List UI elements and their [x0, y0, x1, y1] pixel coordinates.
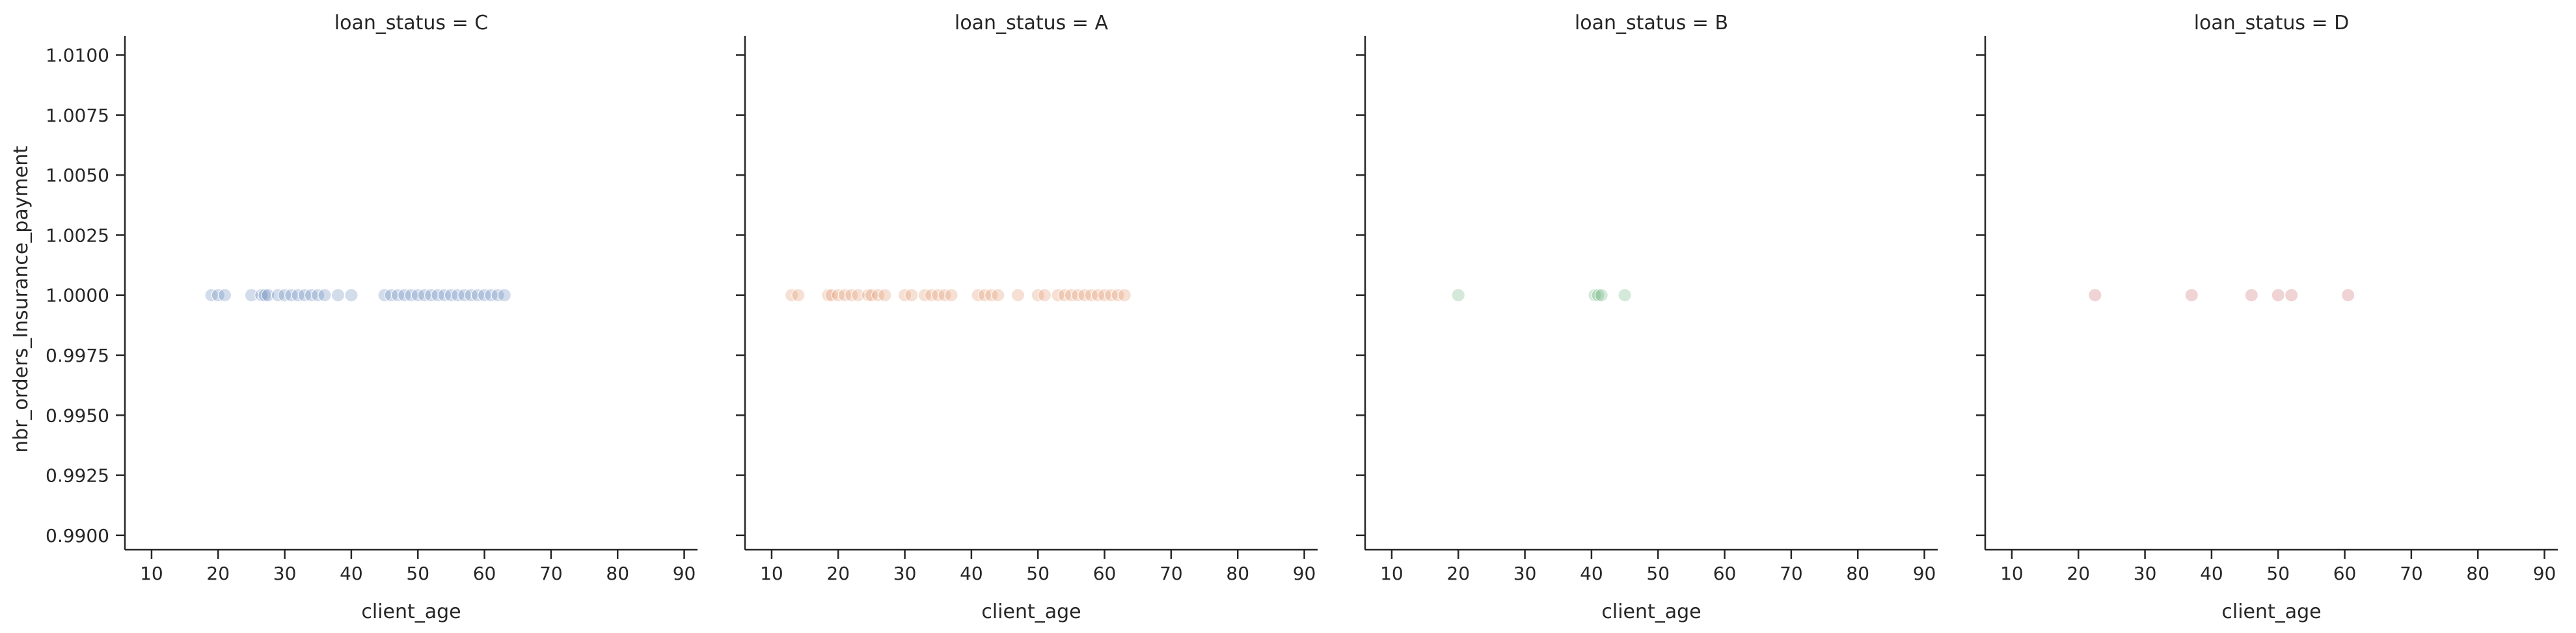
scatter-point [1117, 288, 1132, 303]
x-tick-label: 10 [760, 563, 783, 584]
x-axis-label: client_age [361, 600, 461, 623]
scatter-point [2244, 288, 2258, 303]
scatter-point [331, 288, 345, 303]
scatter-point [2184, 288, 2199, 303]
x-tick-label: 30 [273, 563, 297, 584]
x-tick-label: 60 [2333, 563, 2357, 584]
y-axis-label: nbr_orders_Insurance_payment [10, 146, 33, 453]
x-tick-label: 60 [1713, 563, 1737, 584]
x-tick-label: 70 [539, 563, 563, 584]
x-tick-label: 60 [473, 563, 496, 584]
x-tick-label: 60 [1093, 563, 1117, 584]
x-tick-label: 90 [1913, 563, 1936, 584]
panel-title: loan_status = A [955, 12, 1108, 34]
x-axis-label: client_age [981, 600, 1081, 623]
x-tick-label: 50 [406, 563, 429, 584]
x-tick-label: 20 [826, 563, 850, 584]
y-tick-label: 0.9950 [46, 405, 109, 426]
x-tick-label: 80 [606, 563, 629, 584]
x-tick-label: 40 [1580, 563, 1603, 584]
y-tick-label: 0.9975 [46, 345, 109, 366]
x-tick-label: 10 [2000, 563, 2024, 584]
x-tick-label: 20 [206, 563, 230, 584]
x-tick-label: 90 [673, 563, 696, 584]
x-tick-label: 10 [1380, 563, 1403, 584]
facet-panel: loan_status = A 10 20 30 40 50 60 70 80 90 client_… [736, 12, 1318, 623]
x-tick-label: 90 [2533, 563, 2556, 584]
y-tick-label: 1.0100 [46, 45, 109, 66]
scatter-point [318, 288, 332, 303]
y-tick-label: 0.9925 [46, 465, 109, 487]
x-tick-label: 80 [1226, 563, 1249, 584]
scatter-point [2088, 288, 2102, 303]
facet-panels: loan_status = C 0.9900 0.9925 0.9950 0.9975 1… [46, 12, 2558, 623]
x-tick-label: 90 [1293, 563, 1316, 584]
scatter-point [1011, 288, 1025, 303]
x-tick-label: 40 [960, 563, 983, 584]
x-tick-label: 30 [893, 563, 917, 584]
x-tick-label: 50 [2266, 563, 2290, 584]
scatter-point [1037, 288, 1051, 303]
scatter-point [991, 288, 1005, 303]
x-tick-label: 70 [2400, 563, 2423, 584]
x-tick-label: 70 [1780, 563, 1803, 584]
facet-panel: loan_status = B 10 20 30 40 50 60 70 80 90 client_… [1356, 12, 1938, 623]
x-tick-label: 50 [1646, 563, 1670, 584]
y-tick-label: 0.9900 [46, 525, 109, 546]
x-tick-label: 40 [340, 563, 363, 584]
x-axis-label: client_age [1601, 600, 1701, 623]
x-tick-label: 10 [140, 563, 163, 584]
x-tick-label: 20 [1446, 563, 1470, 584]
facet-panel: loan_status = D 10 20 30 40 50 60 70 80 90 client_… [1976, 12, 2558, 623]
scatter-point [821, 288, 835, 303]
x-tick-label: 30 [1513, 563, 1537, 584]
scatter-point [944, 288, 958, 303]
scatter-point [861, 288, 875, 303]
scatter-point [791, 288, 806, 303]
scatter-point [497, 288, 511, 303]
scatter-point [261, 288, 275, 303]
scatter-point [1618, 288, 1632, 303]
y-tick-label: 1.0050 [46, 165, 109, 186]
x-tick-label: 70 [1159, 563, 1183, 584]
facet-panel: loan_status = C 0.9900 0.9925 0.9950 0.9975 1… [46, 12, 698, 623]
scatter-point [2271, 288, 2285, 303]
scatter-point [344, 288, 359, 303]
scatter-point [2285, 288, 2299, 303]
x-axis-label: client_age [2221, 600, 2321, 623]
scatter-point [878, 288, 892, 303]
scatter-point [1594, 288, 1608, 303]
panel-title: loan_status = D [2194, 12, 2350, 34]
scatter-point [1451, 288, 1465, 303]
x-tick-label: 30 [2134, 563, 2157, 584]
y-tick-label: 1.0075 [46, 105, 109, 126]
y-tick-label: 1.0025 [46, 224, 109, 246]
x-tick-label: 80 [2466, 563, 2489, 584]
panel-title: loan_status = C [334, 12, 488, 34]
y-tick-label: 1.0000 [46, 285, 109, 306]
scatter-point [904, 288, 919, 303]
scatter-point [2341, 288, 2355, 303]
x-tick-label: 40 [2200, 563, 2223, 584]
scatter-point [217, 288, 232, 303]
scatter-point [1591, 288, 1605, 303]
x-tick-label: 20 [2067, 563, 2090, 584]
x-tick-label: 50 [1026, 563, 1050, 584]
panel-title: loan_status = B [1575, 12, 1728, 34]
x-tick-label: 80 [1846, 563, 1869, 584]
